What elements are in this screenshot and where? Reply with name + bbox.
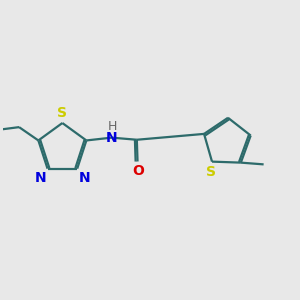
Text: N: N (106, 131, 117, 145)
Text: S: S (206, 165, 216, 179)
Text: S: S (57, 106, 68, 119)
Text: N: N (79, 172, 90, 185)
Text: N: N (34, 172, 46, 185)
Text: O: O (132, 164, 144, 178)
Text: H: H (108, 120, 117, 133)
